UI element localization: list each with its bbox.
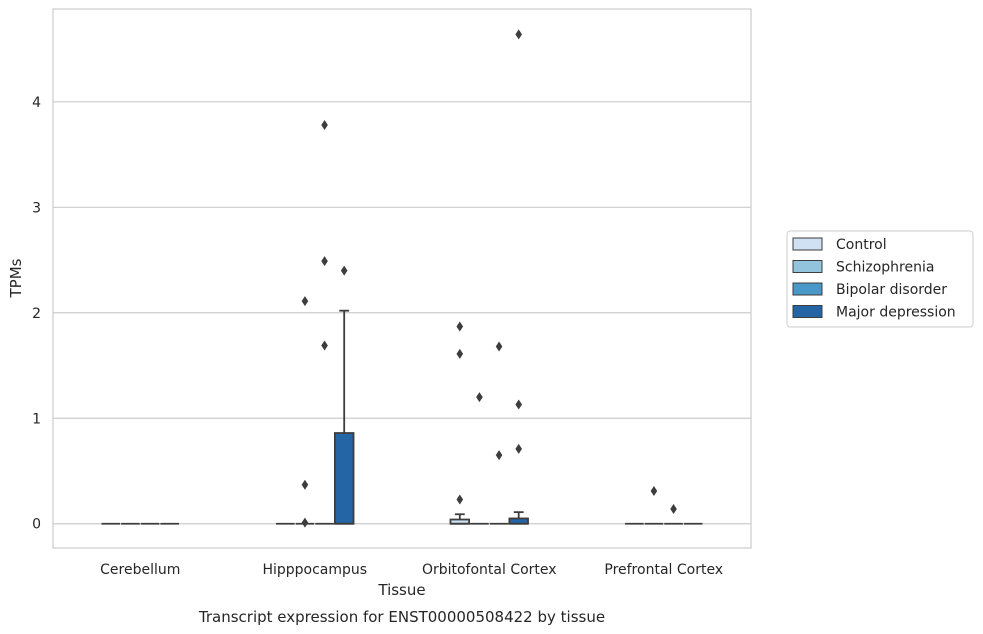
box-bipolar-disorder — [489, 341, 509, 525]
y-tick-label: 3 — [32, 200, 41, 216]
y-axis-label: TPMs — [7, 258, 25, 298]
outlier-point — [321, 256, 328, 267]
outlier-point — [456, 494, 464, 505]
box-layer — [101, 29, 703, 528]
outlier-point — [301, 296, 309, 307]
box-schizophrenia — [295, 296, 315, 528]
x-tick-label: Cerebellum — [100, 562, 180, 578]
x-tick-labels: Cerebellum Hipppocampus Orbitofontal Corte… — [100, 562, 723, 578]
box-iqr — [333, 432, 355, 525]
outlier-point — [456, 321, 464, 332]
box-major-depression — [508, 29, 529, 525]
legend-swatch — [792, 305, 823, 318]
legend-swatch — [792, 282, 823, 296]
box-control — [449, 321, 471, 525]
outlier-point — [456, 348, 464, 359]
x-axis-label: Tissue — [377, 581, 425, 599]
outlier-point — [670, 503, 677, 514]
outlier-point — [515, 399, 522, 410]
legend-entry: Major depression — [836, 305, 956, 321]
box-schizophrenia — [470, 392, 489, 525]
legend-entry: Control — [836, 237, 887, 253]
outlier-point — [515, 29, 522, 40]
outlier-point — [495, 341, 503, 352]
y-tick-labels: 0 1 2 3 4 — [32, 95, 41, 533]
legend: Control Schizophrenia Bipolar disorder Majo… — [786, 230, 974, 328]
plot-frame — [52, 8, 752, 549]
y-tick-label: 0 — [32, 517, 41, 533]
chart-caption: Transcript expression for ENST0000050842… — [198, 608, 605, 626]
legend-entry: Schizophrenia — [836, 260, 934, 276]
outlier-point — [650, 486, 658, 497]
box-schizophrenia — [644, 486, 664, 525]
outlier-point — [321, 120, 328, 131]
legend-swatch — [792, 260, 823, 273]
box-bipolar-disorder — [664, 503, 683, 525]
box-bipolar-disorder — [315, 120, 334, 525]
y-tick-label: 4 — [32, 95, 41, 111]
grid-lines — [53, 101, 751, 525]
outlier-point — [495, 450, 503, 461]
x-tick-label: Orbitofontal Cortex — [422, 562, 557, 578]
outlier-point — [321, 340, 328, 351]
outlier-point — [301, 479, 309, 490]
y-tick-label: 1 — [32, 411, 41, 427]
outlier-point — [301, 517, 309, 528]
outlier-point — [476, 392, 483, 403]
legend-swatch — [792, 237, 823, 251]
legend-frame — [786, 230, 974, 328]
y-tick-label: 2 — [32, 306, 41, 322]
x-tick-label: Prefrontal Cortex — [604, 562, 723, 578]
outlier-point — [515, 443, 522, 454]
x-tick-label: Hipppocampus — [262, 562, 367, 578]
box-major-depression — [333, 265, 355, 525]
outlier-point — [340, 265, 348, 276]
legend-entry: Bipolar disorder — [836, 282, 947, 298]
